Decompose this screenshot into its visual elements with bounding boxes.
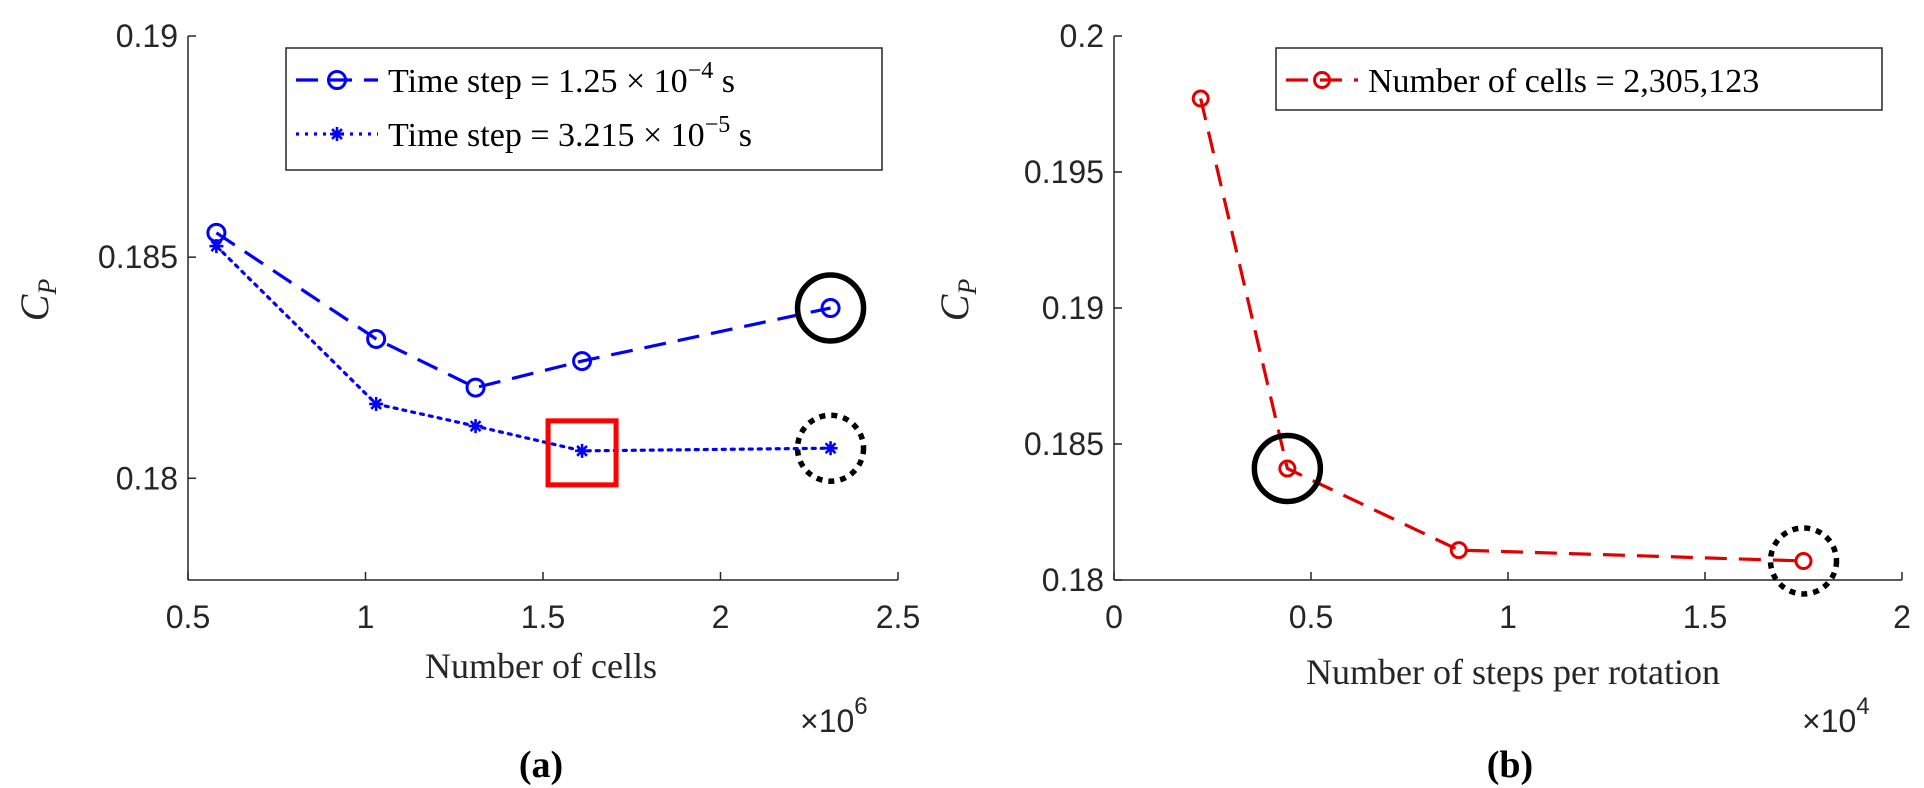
data-point: [327, 70, 347, 90]
data-point: [823, 441, 838, 456]
chart-b-annotations: [1251, 432, 1840, 597]
x-tick-label: 1.5: [521, 599, 565, 635]
chart-a-y-axis-label: CP: [12, 279, 62, 322]
series-line-1: [1199, 98, 1804, 563]
legend-entry: Number of cells = 2,305,123: [1368, 63, 1759, 100]
x-tick-label: 0.5: [166, 599, 210, 635]
x-tick-label: 1: [357, 599, 375, 635]
x-tick-label: 2: [712, 599, 730, 635]
chart-a-legend: Time step = 1.25 × 10−4 s Time step = 3.2…: [285, 47, 883, 171]
data-point: [1278, 459, 1297, 478]
chart-b: 0 0.5 1 1.5 2 0.18 0.185 0.19 0.195 0.2 Number of…: [932, 18, 1911, 786]
data-point: [572, 351, 593, 372]
data-point: [575, 443, 590, 458]
y-tick-label: 0.185: [1024, 426, 1104, 462]
circle-highlight: [794, 272, 867, 344]
series-line-2: [214, 244, 833, 453]
chart-a-x-axis-label: Number of cells: [425, 646, 657, 686]
caption-b: (b): [1487, 744, 1533, 786]
data-point: [820, 298, 841, 318]
legend-entry: Time step = 1.25 × 10−4 s: [388, 58, 735, 100]
y-tick-label: 0.19: [1042, 290, 1104, 326]
chart-b-legend: Number of cells = 2,305,123: [1275, 47, 1883, 111]
y-tick-label: 0.18: [1042, 562, 1104, 598]
legend-entry: Time step = 3.215 × 10−5 s: [388, 112, 752, 154]
y-tick-label: 0.18: [116, 460, 178, 496]
x-tick-label: 0.5: [1289, 599, 1333, 635]
data-point: [369, 396, 384, 411]
x-tick-label: 1: [1499, 599, 1517, 635]
caption-a: (a): [519, 744, 563, 786]
y-tick-label: 0.19: [116, 18, 178, 54]
x-tick-label: 2.5: [876, 599, 920, 635]
data-point: [1449, 541, 1468, 560]
data-point: [465, 377, 486, 398]
series-line-1: [215, 231, 831, 390]
chart-a: 0.5 1 1.5 2 2.5 0.18 0.185 0.19 Time step = 1.2…: [12, 18, 920, 786]
chart-a-series-layer: [206, 222, 841, 458]
data-point: [1191, 89, 1210, 108]
chart-b-ticks: 0 0.5 1 1.5 2 0.18 0.185 0.19 0.195 0.2: [1024, 18, 1911, 635]
chart-b-plot-area: [1113, 36, 1902, 581]
square-highlight: [545, 418, 619, 488]
chart-b-x-axis-label: Number of steps per rotation: [1306, 652, 1720, 692]
y-tick-label: 0.2: [1060, 18, 1104, 54]
circle-highlight: [1251, 432, 1324, 505]
data-point: [366, 328, 387, 349]
chart-a-ticks: 0.5 1 1.5 2 2.5 0.18 0.185 0.19: [98, 18, 920, 635]
data-point: [209, 239, 224, 254]
dotted-circle-highlight: [794, 412, 867, 484]
chart-a-annotations: [545, 272, 867, 488]
data-point: [468, 419, 483, 434]
chart-a-x-multiplier: ×106: [800, 693, 868, 739]
x-tick-label: 1.5: [1683, 599, 1727, 635]
x-tick-label: 2: [1893, 599, 1911, 635]
chart-b-x-multiplier: ×104: [1802, 693, 1870, 739]
chart-b-series-layer: [1191, 89, 1813, 570]
y-tick-label: 0.195: [1024, 154, 1104, 190]
dotted-circle-highlight: [1767, 525, 1840, 597]
data-point: [1794, 551, 1813, 570]
x-tick-label: 0: [1105, 599, 1123, 635]
chart-b-y-axis-label: CP: [932, 279, 982, 322]
data-point: [1313, 71, 1331, 89]
data-point: [330, 127, 344, 141]
legend-box: [1275, 47, 1883, 111]
y-tick-label: 0.185: [98, 239, 178, 275]
legend-box: [285, 47, 883, 171]
